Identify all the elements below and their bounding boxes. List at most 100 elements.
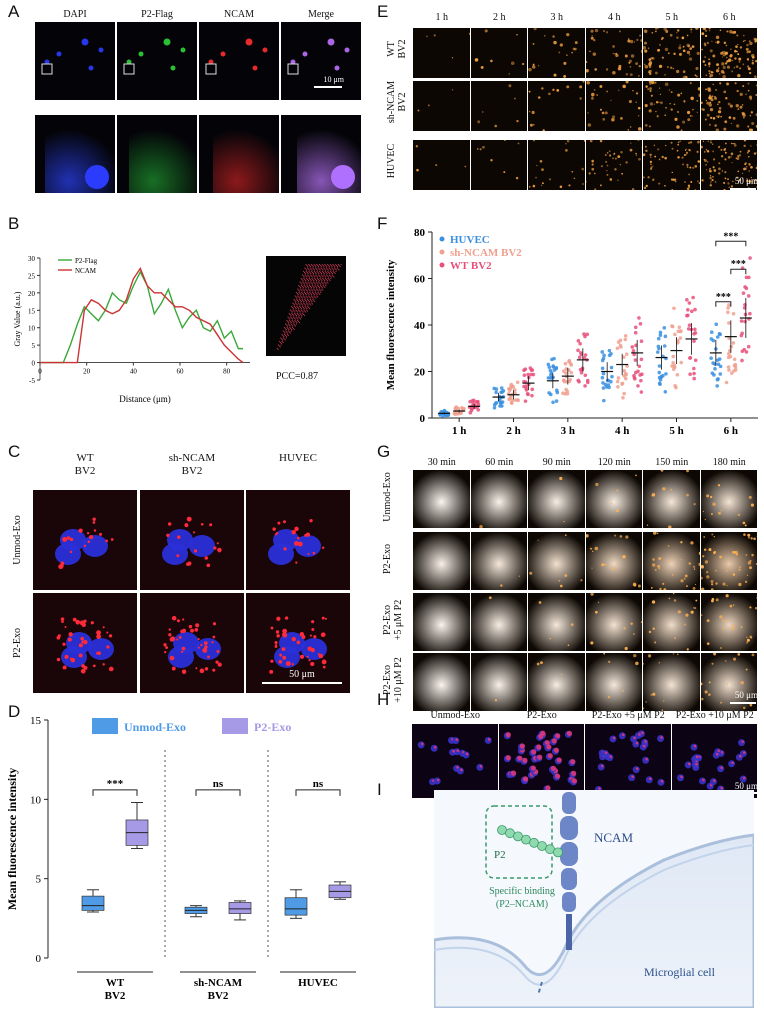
pcc-dot — [282, 341, 284, 344]
cell-nucleus — [430, 744, 438, 752]
data-point — [616, 376, 621, 380]
significance-label: *** — [716, 292, 731, 303]
fluorescent-dot — [739, 46, 742, 49]
fluorescent-dot — [732, 624, 735, 627]
fluorescent-dot — [704, 118, 707, 121]
data-point — [691, 295, 695, 300]
pcc-dot — [286, 325, 288, 327]
fluorescent-dot — [725, 82, 729, 86]
data-point — [662, 326, 667, 330]
exosome-dot — [307, 646, 312, 651]
pcc-dot — [296, 310, 298, 312]
fluorescent-dot — [573, 177, 576, 180]
pcc-dot — [309, 298, 311, 301]
fluorescent-dot — [590, 36, 594, 40]
exosome-dot — [310, 661, 315, 667]
significance-label: *** — [731, 259, 746, 270]
exosome-dot — [62, 536, 68, 542]
pcc-dot — [293, 323, 295, 325]
fluorescent-dot — [629, 148, 632, 152]
fluorescent-dot — [540, 184, 543, 187]
fluorescent-dot — [686, 493, 689, 497]
pcc-dot — [306, 283, 308, 285]
legend-label: NCAM — [75, 267, 97, 275]
cells — [503, 730, 577, 793]
exosome-dot — [105, 539, 108, 543]
exosome-dot — [291, 529, 296, 535]
fluorescent-dot — [738, 566, 741, 568]
fluorescent-dot — [605, 90, 608, 93]
data-point — [551, 400, 555, 405]
fluorescent-dot — [706, 642, 709, 645]
pcc-dot — [301, 283, 303, 285]
pcc-dot — [336, 264, 338, 267]
pcc-dot — [305, 293, 307, 296]
fluorescent-dot — [744, 554, 747, 556]
panel-e-micrograph — [643, 140, 700, 190]
exosome-signal — [544, 740, 550, 746]
pcc-dot — [315, 292, 317, 295]
panel-g-micrograph — [643, 593, 700, 651]
data-point — [453, 406, 458, 411]
fluorescent-dot — [664, 184, 666, 187]
fluorescent-dot — [548, 92, 551, 96]
pcc-dot — [297, 311, 299, 313]
pcc-dot — [310, 286, 312, 289]
fluorescent-dots — [417, 89, 454, 112]
data-point — [679, 360, 684, 365]
fluorescent-dot — [634, 661, 639, 666]
cell-nucleus — [417, 741, 425, 749]
pcc-dot — [317, 283, 319, 285]
pcc-dot — [289, 309, 291, 311]
fluorescent-dot — [593, 172, 596, 175]
fluorescent-dot — [529, 571, 533, 575]
legend-marker — [439, 236, 445, 242]
exosome-dot — [69, 550, 73, 554]
pcc-dot — [296, 312, 298, 315]
fluorescent-dot — [692, 586, 696, 590]
fluorescent-dot — [591, 95, 593, 97]
data-point — [676, 338, 680, 343]
fluorescent-dot — [677, 141, 680, 144]
y-tick-label: 25 — [28, 272, 36, 280]
fluorescent-dot — [649, 160, 652, 163]
fluorescent-dot — [651, 600, 656, 604]
data-point — [509, 400, 514, 405]
data-point — [474, 400, 479, 404]
fluorescent-dot — [719, 115, 722, 118]
fluorescent-dots — [643, 653, 679, 711]
exosome-dot — [102, 626, 105, 629]
panel-h-micrograph — [585, 724, 671, 798]
pcc-dot — [279, 341, 282, 344]
fluorescent-dots — [413, 532, 470, 590]
fluorescent-dot — [590, 159, 594, 163]
pcc-dot — [305, 311, 307, 313]
exosome-dot — [182, 618, 185, 621]
panel-g-micrograph — [585, 653, 642, 711]
fluorescent-dot — [579, 97, 582, 100]
fluorescent-dots — [700, 140, 757, 190]
pcc-dot — [283, 335, 285, 338]
exosome-dot — [307, 552, 310, 555]
fluorescent-dot — [718, 615, 723, 619]
fluorescent-dot — [676, 653, 679, 656]
fluorescent-dot — [756, 66, 757, 69]
pcc-dot — [304, 267, 306, 269]
pcc-dot — [318, 285, 320, 288]
pcc-dot — [321, 281, 323, 283]
x-tick-label: 40 — [130, 368, 138, 376]
fluorescent-dot — [754, 93, 757, 97]
fluorescent-dot — [735, 34, 738, 37]
fluorescent-dot — [645, 701, 647, 703]
fluorescent-dot — [571, 171, 574, 173]
panel-g-micrograph — [585, 532, 642, 590]
pcc-dot — [324, 282, 326, 284]
data-point — [546, 376, 551, 380]
fluorescent-dots — [476, 140, 519, 180]
exosome-dot — [213, 546, 217, 550]
fluorescent-dot — [696, 111, 699, 114]
group-label: HUVEC — [298, 977, 338, 989]
pcc-dot — [309, 307, 311, 310]
fluorescent-dot — [655, 101, 659, 104]
cell-dot — [180, 47, 186, 53]
